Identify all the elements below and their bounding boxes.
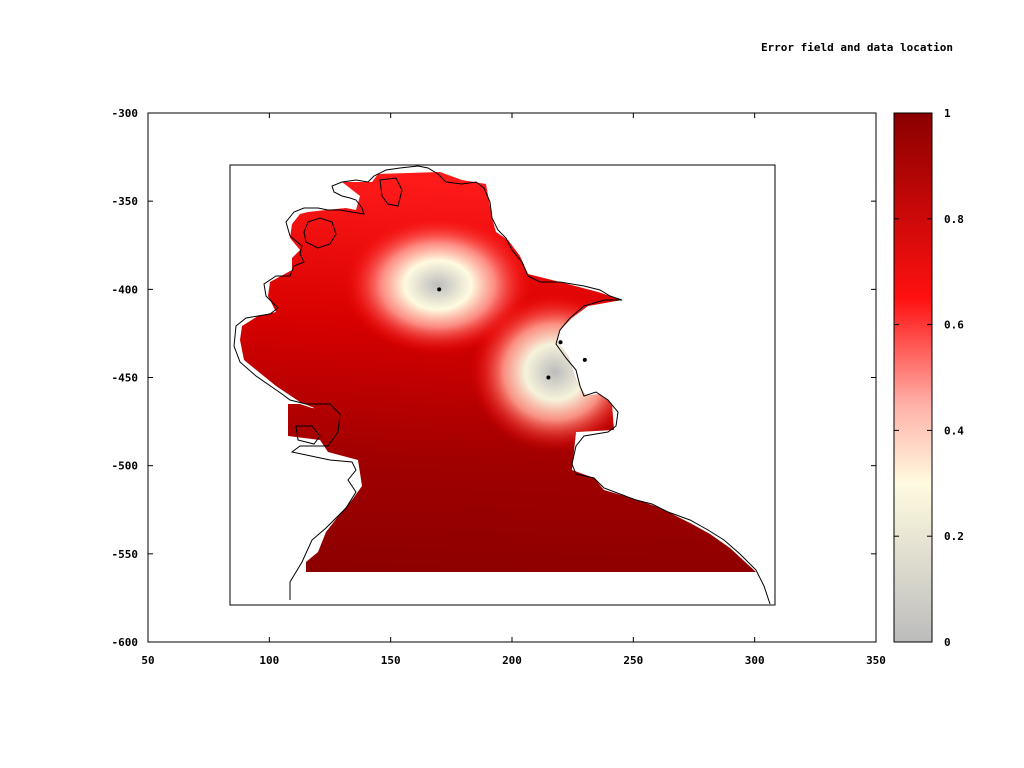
domain-box bbox=[229, 164, 776, 606]
x-tick-label: 250 bbox=[623, 654, 643, 667]
colorbar-tick-label: 0.4 bbox=[944, 424, 964, 437]
colorbar-tick-label: 0.6 bbox=[944, 319, 964, 332]
colorbar-tick-label: 0.2 bbox=[944, 530, 964, 543]
data-point bbox=[437, 287, 442, 292]
y-tick-label: -500 bbox=[112, 460, 139, 473]
y-tick-label: -450 bbox=[112, 372, 139, 385]
data-points bbox=[437, 287, 587, 380]
x-tick-label: 50 bbox=[141, 654, 154, 667]
y-tick-label: -350 bbox=[112, 195, 139, 208]
chart-title: Error field and data location bbox=[761, 41, 953, 54]
data-point bbox=[558, 340, 563, 345]
colorbar-tick-label: 0.8 bbox=[944, 213, 964, 226]
x-tick-label: 200 bbox=[502, 654, 522, 667]
data-point bbox=[546, 375, 551, 380]
x-axis: 50 100 150 200 250 300 350 bbox=[141, 113, 886, 667]
colorbar-ticks: 0 0.2 0.4 0.6 0.8 1 bbox=[894, 107, 964, 649]
colorbar-tick-label: 1 bbox=[944, 107, 951, 120]
y-axis: -300 -350 -400 -450 -500 -550 -600 bbox=[112, 107, 876, 649]
coastline bbox=[233, 165, 771, 605]
colorbar-gradient bbox=[893, 112, 933, 643]
x-tick-label: 350 bbox=[866, 654, 886, 667]
y-tick-label: -400 bbox=[112, 283, 139, 296]
x-tick-label: 300 bbox=[745, 654, 765, 667]
y-tick-label: -550 bbox=[112, 548, 139, 561]
x-tick-label: 100 bbox=[259, 654, 279, 667]
colorbar-tick-label: 0 bbox=[944, 636, 951, 649]
y-tick-label: -300 bbox=[112, 107, 139, 120]
colorbar: 0 0.2 0.4 0.6 0.8 1 bbox=[893, 107, 964, 649]
data-point bbox=[582, 357, 587, 362]
y-tick-label: -600 bbox=[112, 636, 139, 649]
x-tick-label: 150 bbox=[381, 654, 401, 667]
